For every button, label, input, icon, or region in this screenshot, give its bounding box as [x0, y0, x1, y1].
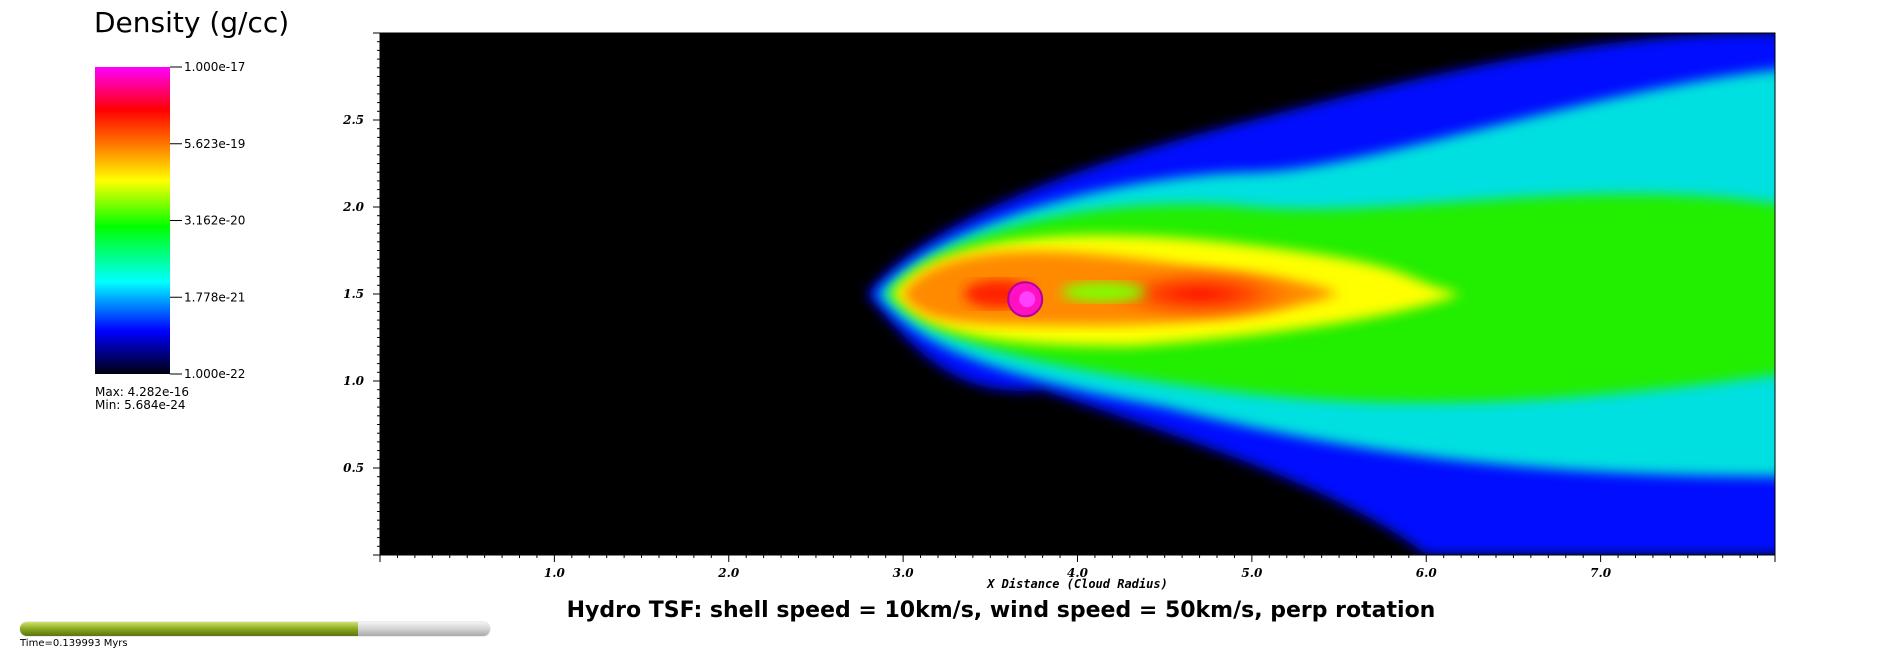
colorbar-tick-label: 1.778e-21 [184, 290, 245, 304]
x-tick-label: 1.0 [544, 566, 566, 580]
colorbar-title: Density (g/cc) [94, 6, 290, 39]
dense-core [1089, 266, 1310, 322]
y-tick-label: 1.0 [343, 374, 365, 388]
colorbar-ticks: 1.000e-17 5.623e-19 3.162e-20 1.778e-21 1.00… [170, 60, 245, 381]
axes: 1.0 2.0 3.0 4.0 5.0 6.0 7.0 0.5 1.0 1.5 2.0 2.5 X Di… [342, 32, 1776, 591]
colorbar-tick-label: 5.623e-19 [184, 137, 245, 151]
time-label: Time=0.139993 Myrs [20, 638, 128, 649]
max-value: Max: 4.282e-16 [95, 385, 190, 399]
colorbar-tick-label: 1.000e-22 [184, 367, 245, 381]
x-tick-label: 4.0 [1067, 566, 1089, 580]
x-tick-label: 6.0 [1416, 566, 1438, 580]
plot-caption: Hydro TSF: shell speed = 10km/s, wind sp… [566, 598, 1436, 623]
y-tick-label: 0.5 [343, 461, 364, 475]
min-value: Min: 5.684e-24 [95, 398, 186, 412]
time-slider[interactable] [20, 622, 490, 636]
x-tick-label: 3.0 [893, 566, 915, 580]
y-tick-label: 2.0 [342, 200, 365, 214]
colorbar [95, 67, 170, 374]
time-slider-fill [20, 622, 359, 636]
colorbar-tick-label: 3.162e-20 [184, 214, 245, 228]
y-tick-label: 1.5 [343, 287, 364, 301]
x-tick-label: 7.0 [1590, 566, 1612, 580]
y-tick-label: 2.5 [342, 113, 364, 127]
colorbar-tick-label: 1.000e-17 [184, 60, 245, 74]
x-tick-label: 2.0 [717, 566, 740, 580]
x-axis-label: X Distance (Cloud Radius) [986, 577, 1168, 591]
cavity [1061, 282, 1146, 302]
cloud-core [1019, 291, 1036, 308]
x-tick-label: 5.0 [1241, 566, 1263, 580]
density-plume [866, 33, 1775, 555]
